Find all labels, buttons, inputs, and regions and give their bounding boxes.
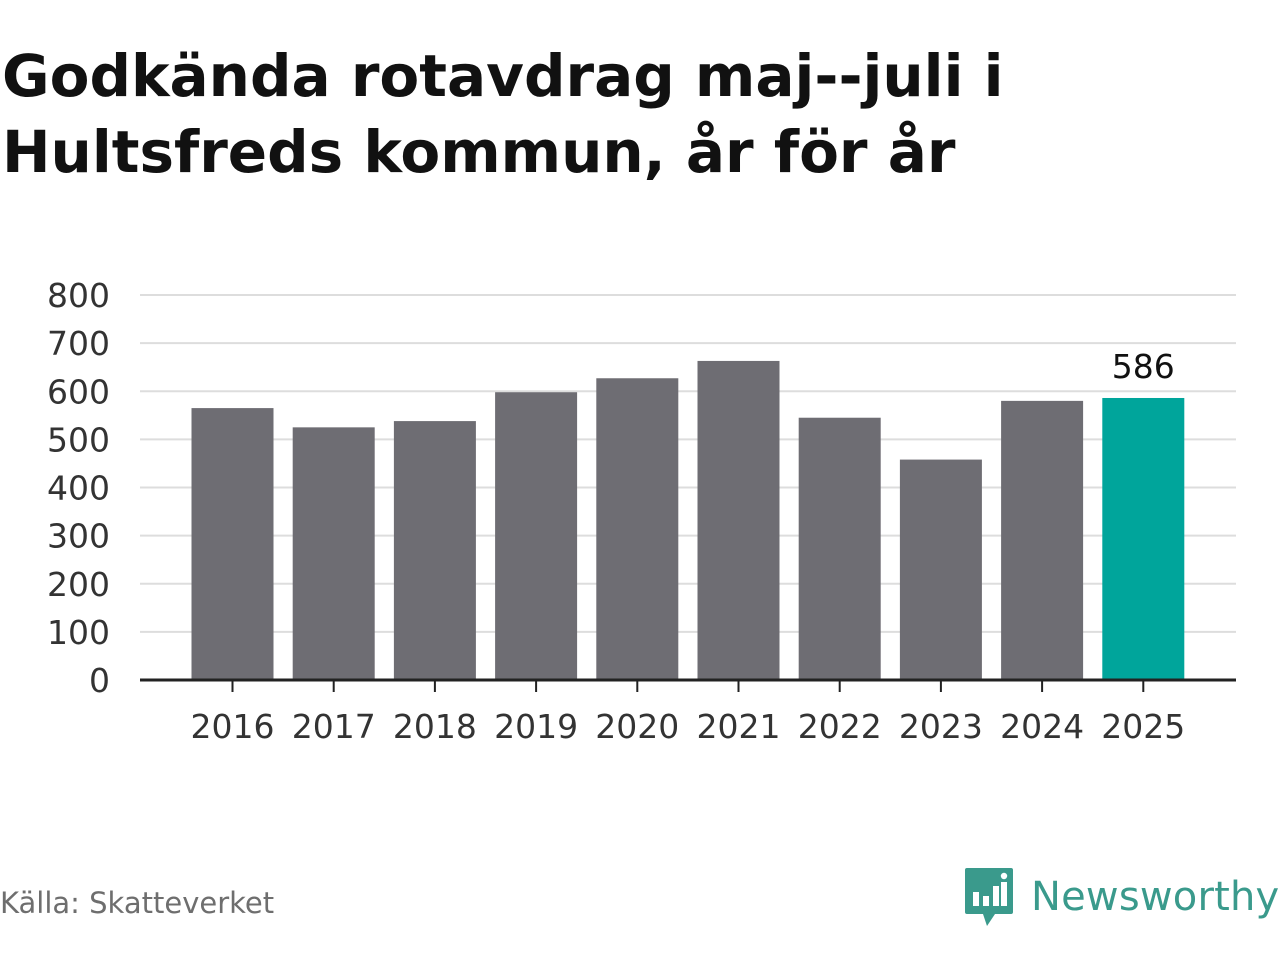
brand-name: Newsworthy <box>1031 874 1280 920</box>
y-tick-label: 0 <box>89 661 110 700</box>
y-tick-label: 500 <box>47 420 110 459</box>
chart-title-line-2: Hultsfreds kommun, år för år <box>2 118 956 186</box>
x-tick-label: 2021 <box>697 707 781 746</box>
x-tick-label: 2023 <box>899 707 983 746</box>
bar-2023 <box>899 459 982 680</box>
bar-2017 <box>292 427 375 680</box>
x-tick-label: 2024 <box>1000 707 1084 746</box>
chart-title-line-1: Godkända rotavdrag maj--juli i <box>2 42 1004 110</box>
y-tick-label: 600 <box>47 372 110 411</box>
y-tick-label: 400 <box>47 469 110 508</box>
data-labels: 586 <box>1112 347 1175 386</box>
x-tick-label: 2025 <box>1101 707 1185 746</box>
bar-2021 <box>697 360 780 680</box>
bar-2025 <box>1102 397 1185 680</box>
newsworthy-logo-icon <box>965 868 1013 926</box>
bar-2022 <box>798 417 881 680</box>
chart-title: Godkända rotavdrag maj--juli i Hultsfred… <box>2 38 1202 190</box>
y-axis-tick-labels: 0 100 200 300 400 500 600 700 800 <box>47 276 110 700</box>
x-tick-label: 2018 <box>393 707 477 746</box>
source-note: Källa: Skatteverket <box>0 886 275 920</box>
data-label: 586 <box>1112 347 1175 386</box>
bar-2016 <box>191 408 274 680</box>
x-tick-label: 2022 <box>798 707 882 746</box>
y-tick-label: 200 <box>47 565 110 604</box>
x-axis-ticks: 2016 2017 2018 2019 2020 2021 2022 2023 2024 2025 <box>191 680 1185 746</box>
bar-2020 <box>596 378 679 680</box>
y-tick-label: 300 <box>47 517 110 556</box>
y-tick-label: 700 <box>47 324 110 363</box>
bar-2024 <box>1001 400 1084 680</box>
x-tick-label: 2017 <box>292 707 376 746</box>
y-tick-label: 100 <box>47 613 110 652</box>
bars <box>191 360 1185 680</box>
bar-2019 <box>495 392 578 680</box>
x-tick-label: 2016 <box>191 707 275 746</box>
x-tick-label: 2020 <box>595 707 679 746</box>
x-tick-label: 2019 <box>494 707 578 746</box>
brand-logo: Newsworthy <box>963 862 1279 932</box>
y-tick-label: 800 <box>47 276 110 315</box>
bar-2018 <box>393 421 476 680</box>
